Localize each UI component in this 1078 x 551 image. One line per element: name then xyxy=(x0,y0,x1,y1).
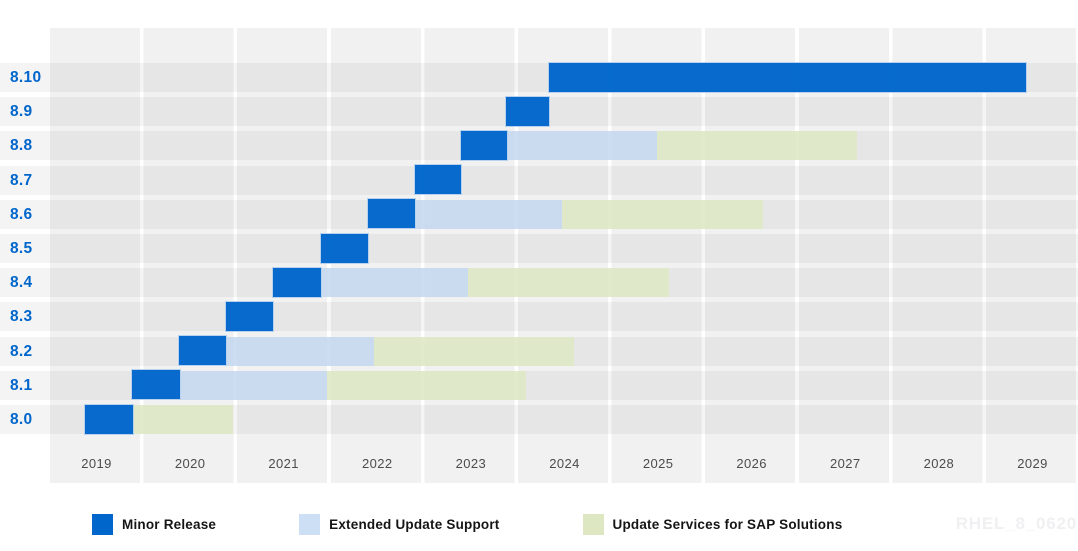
legend-swatch-sap xyxy=(582,513,604,535)
year-label-2027: 2027 xyxy=(830,456,861,471)
row-label-8.2: 8.2 xyxy=(10,342,33,360)
bar-minor-8.9 xyxy=(505,95,551,127)
row-label-8.10: 8.10 xyxy=(10,69,42,86)
watermark-label: RHEL_8_0620 xyxy=(955,514,1077,533)
row-stripe-8.7 xyxy=(0,165,1078,195)
bar-sap-8.1 xyxy=(327,370,527,400)
row-label-8.8: 8.8 xyxy=(10,137,33,155)
bar-minor-8.1 xyxy=(130,369,181,401)
legend-label-minor: Minor Release xyxy=(122,516,217,532)
bar-eus-8.8 xyxy=(507,131,657,161)
row-stripe-8.5 xyxy=(0,234,1078,263)
year-label-2021: 2021 xyxy=(268,456,299,471)
legend: Minor Release Extended Update Support Upda… xyxy=(0,510,1078,538)
bar-sap-8.4 xyxy=(468,268,669,298)
row-label-8.7: 8.7 xyxy=(10,171,33,189)
row-label-8.6: 8.6 xyxy=(10,205,33,223)
bar-minor-8.3 xyxy=(225,300,275,332)
bar-minor-8.2 xyxy=(177,335,228,367)
row-label-8.4: 8.4 xyxy=(10,274,33,292)
legend-label-sap: Update Services for SAP Solutions xyxy=(612,516,843,532)
year-label-2026: 2026 xyxy=(736,456,767,471)
year-label-2023: 2023 xyxy=(455,456,487,471)
legend-item-minor: Minor Release xyxy=(92,513,217,535)
legend-label-eus: Extended Update Support xyxy=(329,516,500,532)
year-label-2019: 2019 xyxy=(81,456,112,471)
bar-eus-8.4 xyxy=(321,268,469,298)
row-label-8.5: 8.5 xyxy=(10,240,33,257)
legend-swatch-eus xyxy=(299,513,321,535)
year-label-2029: 2029 xyxy=(1017,456,1048,471)
row-label-8.1: 8.1 xyxy=(10,376,33,394)
bar-minor-8.6 xyxy=(366,198,416,230)
legend-item-eus: Extended Update Support xyxy=(299,513,500,535)
year-label-2022: 2022 xyxy=(362,456,393,471)
bar-minor-8.4 xyxy=(272,266,322,298)
bar-sap-8.6 xyxy=(561,199,764,229)
bar-minor-8.0 xyxy=(84,403,134,435)
bar-sap-8.0 xyxy=(133,405,234,434)
bar-minor-8.10 xyxy=(548,61,1027,93)
bar-minor-8.8 xyxy=(460,129,509,161)
bar-minor-8.5 xyxy=(319,232,369,264)
row-stripe-8.3 xyxy=(0,302,1078,332)
bar-eus-8.6 xyxy=(415,199,562,229)
bar-minor-8.7 xyxy=(413,164,463,196)
row-label-8.9: 8.9 xyxy=(10,103,33,121)
bar-sap-8.8 xyxy=(656,131,857,161)
year-label-2020: 2020 xyxy=(174,456,206,471)
year-label-2024: 2024 xyxy=(549,456,580,471)
bar-sap-8.2 xyxy=(373,336,575,366)
row-label-8.3: 8.3 xyxy=(10,308,33,326)
legend-item-sap: Update Services for SAP Solutions xyxy=(582,513,843,535)
bar-eus-8.2 xyxy=(226,336,374,366)
year-label-2028: 2028 xyxy=(923,456,955,471)
legend-swatch-minor xyxy=(92,513,113,535)
year-label-2025: 2025 xyxy=(642,456,674,471)
row-label-8.0: 8.0 xyxy=(10,411,33,428)
bar-eus-8.1 xyxy=(180,370,328,400)
